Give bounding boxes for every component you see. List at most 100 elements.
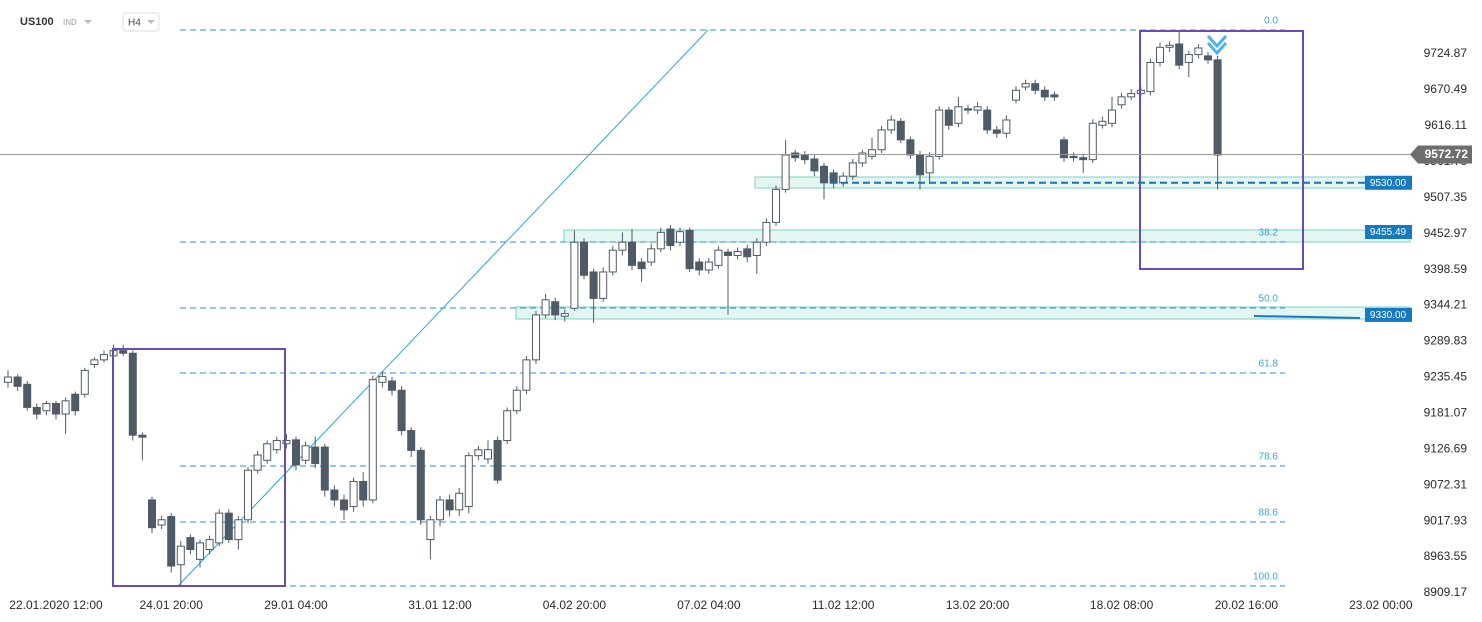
y-tick-label: 9398.59	[1424, 262, 1468, 276]
candle-body	[1175, 43, 1184, 66]
candle-body	[416, 449, 425, 521]
candle-body	[234, 519, 243, 541]
y-tick-label: 9126.69	[1424, 441, 1468, 455]
dropdown-caret[interactable]	[147, 20, 155, 24]
candle-body	[426, 519, 435, 541]
price-tag-label: 9530.00	[1370, 178, 1407, 189]
dropdown-caret[interactable]	[84, 20, 92, 24]
candle-body	[445, 499, 454, 511]
candle-body	[1204, 55, 1212, 61]
candle-body	[551, 301, 560, 316]
candle-body	[560, 313, 569, 317]
candle-body	[61, 400, 70, 415]
x-tick-label: 04.02 20:00	[543, 598, 607, 612]
fib-label: 61.8	[1259, 359, 1279, 370]
candle-body	[983, 109, 992, 131]
price-tag-label: 9330.00	[1370, 310, 1407, 321]
candle-body	[176, 545, 185, 566]
candle-body	[1050, 94, 1059, 98]
x-tick-label: 11.02 12:00	[812, 598, 875, 612]
candle-body	[138, 434, 147, 438]
fib-label: 0.0	[1264, 16, 1278, 27]
candle-body	[397, 389, 406, 432]
candle-body	[762, 221, 771, 243]
candle-body	[23, 383, 32, 408]
candle-body	[128, 352, 137, 436]
fib-label: 78.6	[1259, 452, 1279, 463]
fib-label: 38.2	[1259, 228, 1279, 239]
candle-body	[964, 108, 972, 111]
candle-body	[320, 446, 329, 491]
candle-body	[205, 539, 214, 550]
y-tick-label: 9670.49	[1424, 82, 1468, 96]
candle-body	[733, 250, 742, 256]
candle-body	[244, 469, 252, 521]
candle-body	[1117, 96, 1126, 106]
candle-body	[800, 154, 809, 161]
y-tick-label: 9017.93	[1424, 513, 1468, 527]
candle-body	[532, 314, 540, 361]
candle-body	[52, 402, 60, 415]
candle-body	[906, 139, 915, 156]
candle-body	[186, 537, 195, 550]
x-tick-label: 31.01 12:00	[408, 598, 472, 612]
candle-body	[215, 512, 224, 544]
candle-body	[512, 389, 521, 412]
candle-body	[263, 443, 272, 461]
y-tick-label: 9507.35	[1424, 190, 1468, 204]
candle-body	[100, 354, 108, 361]
price-tag	[1365, 307, 1412, 322]
candle-body	[1002, 119, 1011, 134]
overlay: 8909.17 8963.55 9017.93 9072.31 9126.69 9181.…	[9, 46, 1472, 612]
candle-body	[4, 376, 12, 383]
candle-body	[1088, 122, 1097, 161]
candle-body	[1021, 83, 1030, 88]
candle-body	[791, 152, 800, 159]
fib-label: 100.0	[1253, 572, 1278, 583]
candle-body	[42, 402, 51, 412]
candle-body	[743, 248, 752, 258]
interval[interactable]: H4	[128, 18, 141, 29]
y-tick-label: 9724.87	[1424, 46, 1468, 60]
candle-body	[666, 228, 675, 247]
price-tag	[1365, 225, 1412, 240]
candle-body	[1098, 120, 1107, 126]
candle-body	[436, 499, 444, 521]
candle-body	[656, 231, 665, 250]
y-tick-label: 9616.11	[1425, 118, 1468, 132]
candle-body	[916, 154, 924, 176]
candle-body	[820, 165, 828, 184]
candle-body	[349, 480, 358, 508]
y-tick-label: 8963.55	[1424, 549, 1468, 563]
candle-body	[695, 261, 704, 271]
candle-body	[484, 449, 492, 460]
candle-body	[32, 406, 41, 415]
candle-body	[896, 120, 905, 141]
candle-body	[618, 241, 627, 251]
candle-body	[647, 248, 656, 263]
candle-body	[752, 241, 761, 256]
candle-body	[599, 271, 608, 299]
candle-body	[301, 445, 310, 461]
candle-body	[282, 439, 291, 445]
interval-button[interactable]	[122, 12, 160, 32]
y-tick-label: 9344.21	[1424, 298, 1468, 312]
candle-body	[167, 515, 176, 567]
candle-body	[877, 129, 886, 151]
candle-body	[772, 188, 780, 223]
candle-body	[810, 158, 819, 172]
x-tick-label: 07.02 04:00	[677, 598, 741, 612]
symbol[interactable]: US100	[20, 16, 54, 28]
candle-body	[628, 241, 636, 266]
candle-body	[704, 261, 713, 271]
candle-body	[541, 299, 550, 316]
candle-body	[935, 109, 944, 157]
candle-body	[407, 430, 416, 451]
candle-body	[1060, 139, 1068, 159]
candle-body	[1069, 155, 1078, 159]
fib-label: 88.6	[1259, 508, 1279, 519]
candle-body	[493, 439, 502, 481]
x-tick-label: 13.02 20:00	[946, 598, 1010, 612]
